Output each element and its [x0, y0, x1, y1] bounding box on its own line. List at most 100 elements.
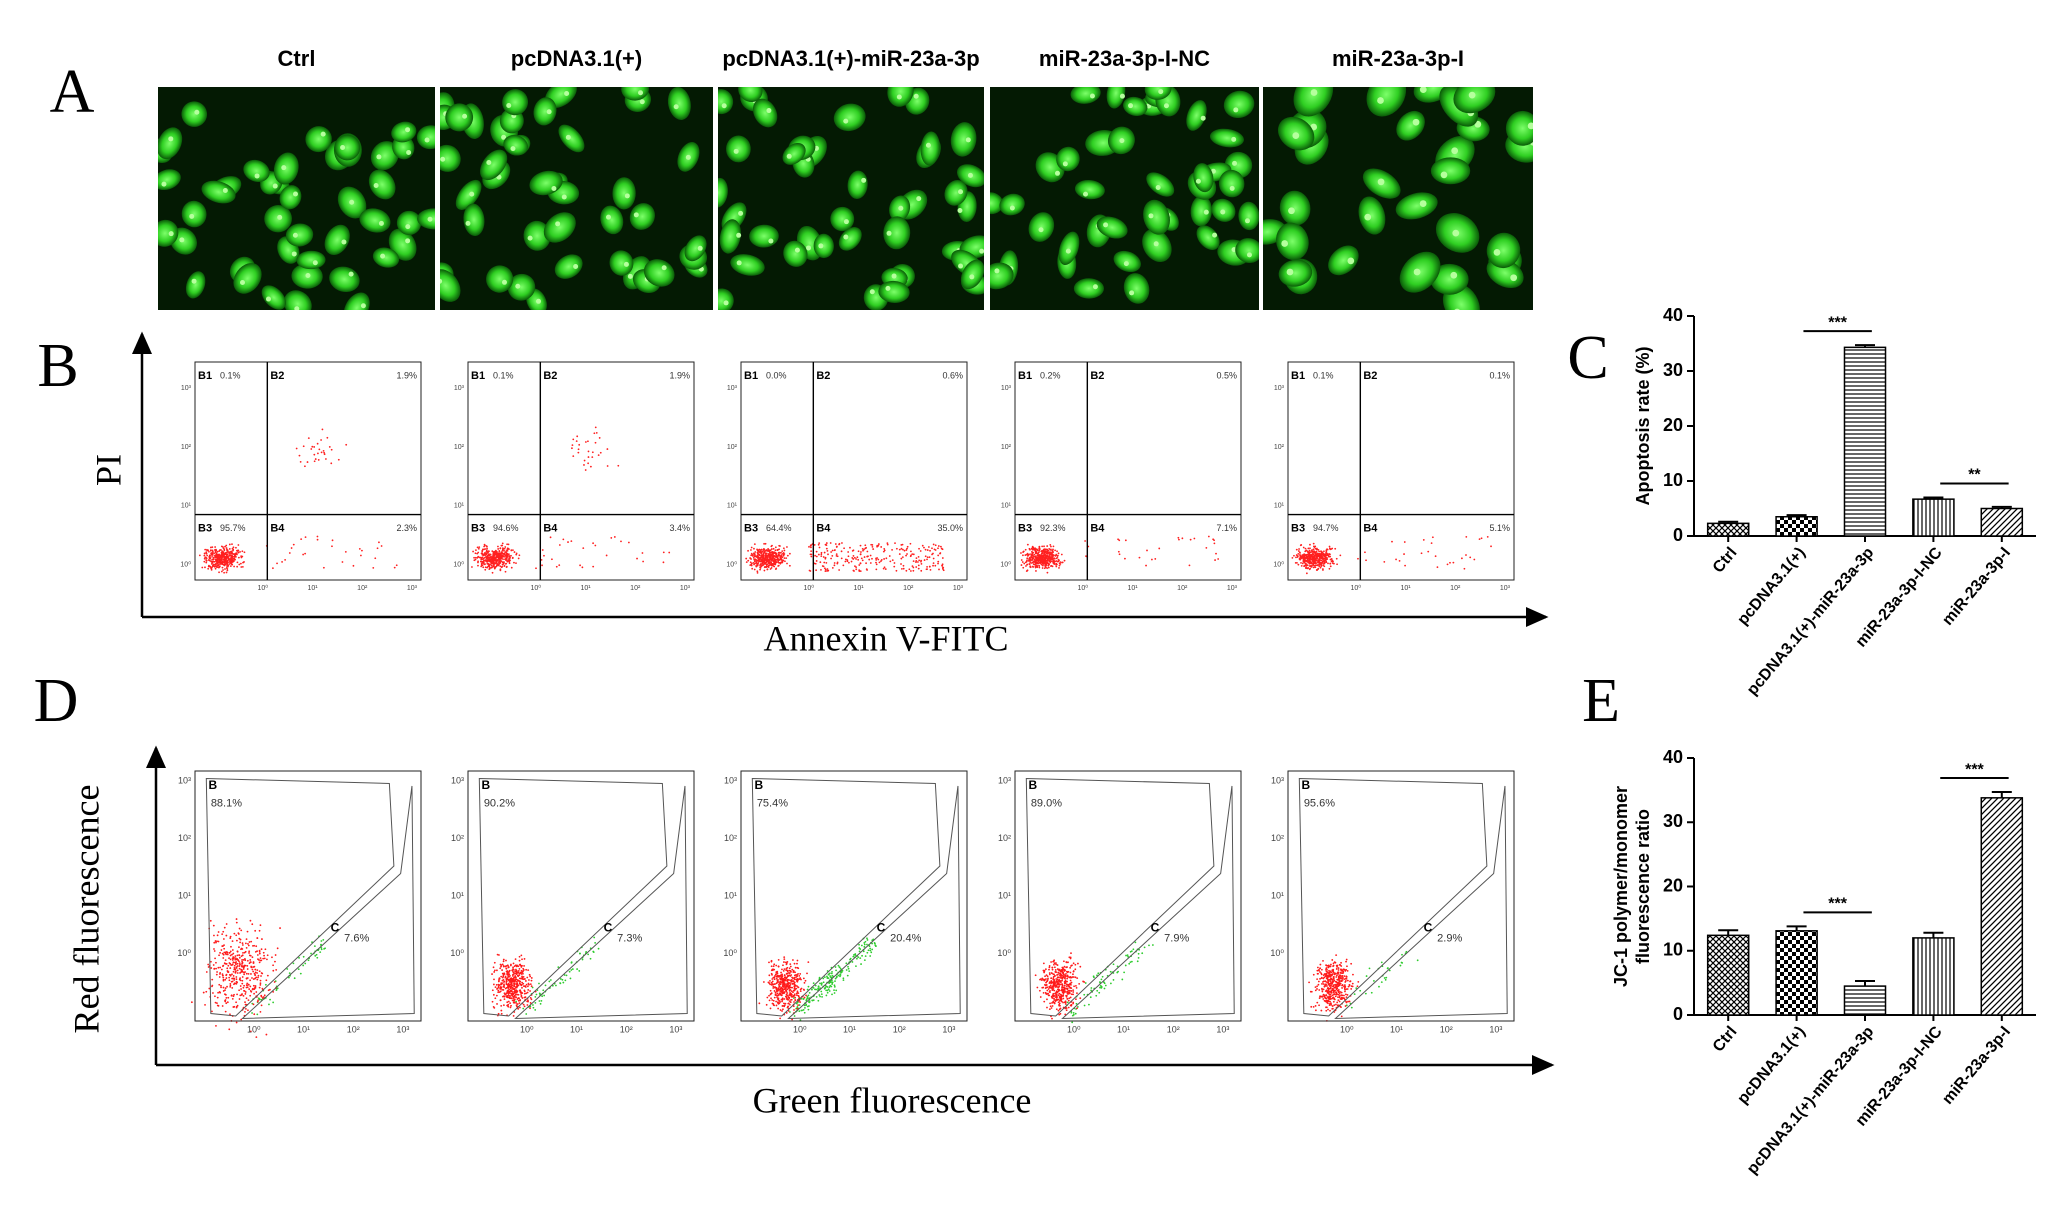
event-dot [917, 555, 920, 558]
event-dot [803, 989, 805, 991]
event-dot [773, 963, 776, 966]
event-dot [514, 975, 517, 977]
event-dot [509, 559, 511, 562]
event-dot [237, 932, 240, 935]
event-dot [942, 568, 944, 570]
event-dot [570, 969, 573, 971]
event-dot [251, 977, 253, 979]
event-dot [1298, 551, 1301, 554]
event-dot [228, 554, 231, 557]
event-dot [220, 557, 223, 559]
event-dot [778, 548, 780, 551]
event-dot [788, 972, 791, 975]
event-dot [524, 980, 527, 982]
event-dot [773, 552, 776, 555]
event-dot [321, 428, 324, 431]
event-dot [931, 547, 933, 550]
event-dot [880, 560, 882, 563]
event-dot [213, 950, 216, 952]
event-dot [235, 1001, 238, 1004]
event-dot [1046, 554, 1049, 557]
event-dot [509, 1002, 512, 1004]
event-dot [510, 554, 512, 557]
event-dot [209, 567, 212, 569]
event-dot [1054, 560, 1057, 563]
event-dot [1315, 550, 1318, 553]
event-dot [525, 1013, 528, 1015]
nucleolus [340, 145, 346, 151]
event-dot [770, 553, 772, 556]
event-dot [1305, 555, 1308, 558]
event-dot [259, 959, 262, 962]
event-dot [862, 950, 865, 953]
event-dot [1309, 543, 1311, 546]
x-tick-label: 10¹ [843, 1024, 856, 1034]
event-dot [239, 550, 241, 553]
event-dot [782, 551, 785, 554]
event-dot [313, 446, 316, 448]
nucleolus [555, 221, 561, 227]
event-dot [910, 554, 912, 557]
event-dot [214, 551, 217, 554]
event-dot [756, 570, 759, 573]
nucleolus [965, 137, 971, 143]
event-dot [779, 990, 782, 993]
event-dot [763, 548, 766, 551]
x-tick-label: 10² [620, 1024, 633, 1034]
event-dot [761, 558, 764, 561]
event-dot [1040, 561, 1043, 564]
event-dot [551, 558, 553, 561]
event-dot [591, 451, 594, 454]
event-dot [290, 547, 293, 549]
event-dot [534, 1001, 537, 1004]
event-dot [529, 990, 531, 992]
event-dot [862, 549, 864, 552]
event-dot [768, 999, 771, 1002]
event-dot [506, 971, 509, 973]
event-dot [499, 987, 502, 990]
event-dot [781, 550, 784, 553]
event-dot [506, 556, 509, 558]
event-dot [517, 965, 520, 968]
event-dot [932, 562, 935, 565]
event-dot [515, 980, 518, 983]
nucleolus [1212, 232, 1218, 238]
event-dot [518, 989, 521, 992]
quadrant-name: B3 [1018, 523, 1032, 535]
event-dot [774, 975, 776, 977]
event-dot [501, 988, 504, 991]
cell-nucleus [285, 223, 314, 247]
event-dot [584, 469, 587, 471]
quadrant-percentage: 0.1% [1313, 370, 1334, 380]
event-dot [514, 964, 517, 967]
event-dot [522, 967, 525, 970]
event-dot [1307, 555, 1310, 558]
event-dot [503, 980, 506, 983]
event-dot [1306, 554, 1309, 556]
event-dot [222, 957, 225, 959]
nucleolus [469, 191, 475, 197]
event-dot [512, 980, 515, 983]
event-dot [866, 939, 869, 941]
event-dot [1074, 1012, 1077, 1015]
event-dot [617, 464, 620, 467]
event-dot [777, 981, 780, 983]
event-dot [513, 992, 516, 994]
y-tick-label: 10¹ [727, 503, 738, 510]
event-dot [509, 986, 512, 989]
event-dot [576, 968, 579, 970]
cell-nucleus [1505, 110, 1533, 146]
event-dot [1301, 562, 1304, 565]
event-dot [238, 998, 241, 1000]
axis-title: Green fluorescence [753, 1080, 1032, 1120]
event-dot [605, 554, 608, 557]
nucleolus [1009, 205, 1015, 211]
nucleolus [891, 273, 897, 279]
event-dot [776, 970, 779, 973]
nucleolus [1419, 200, 1427, 207]
event-dot [494, 997, 497, 1000]
event-dot [218, 550, 221, 553]
event-dot [1465, 554, 1467, 556]
event-dot [1124, 557, 1126, 560]
event-dot [1116, 965, 1119, 968]
